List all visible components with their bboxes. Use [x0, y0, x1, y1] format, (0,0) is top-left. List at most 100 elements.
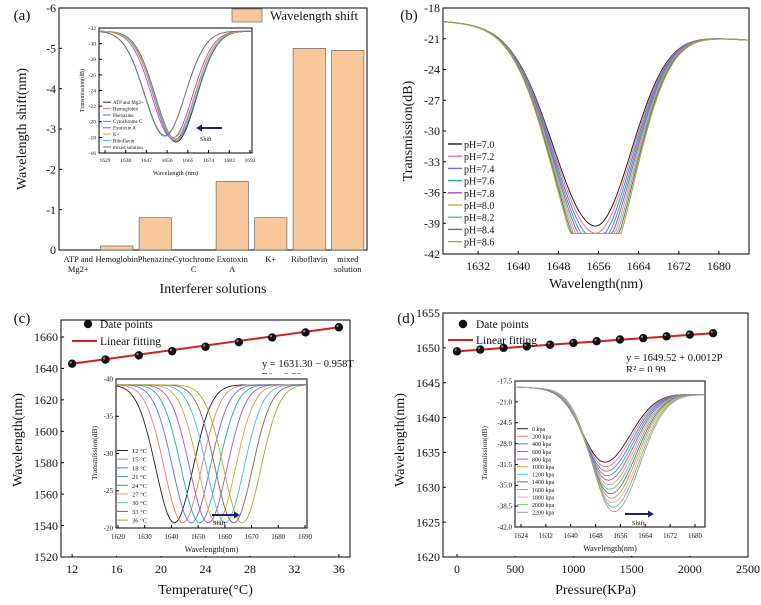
- panel-c-shift-arrowhead: [234, 511, 240, 519]
- panel-a-inset-ytick-label: -28: [89, 57, 97, 63]
- panel-d-legend-point: [458, 319, 468, 329]
- panel-a-inset-curve: [98, 30, 252, 136]
- panel-d-shift-arrowhead: [648, 510, 654, 518]
- panel-c-inset-ytick-label: -40: [104, 375, 114, 383]
- panel-b-xlabel: Wavelength(nm): [549, 277, 643, 292]
- panel-b-legend-label: pH=8.2: [464, 213, 494, 224]
- panel-a-bar: [254, 217, 288, 251]
- panel-a-bar: [215, 181, 249, 251]
- panel-d-inset-frame: [514, 380, 706, 528]
- panel-a-inset-xtick-label: 1629: [100, 158, 111, 164]
- panel-d-xlabel: Pressure(KPa): [555, 583, 636, 598]
- panel-a-bar: [138, 217, 172, 251]
- panel-b-ytick-label: -36: [424, 186, 440, 200]
- panel-d-data-point: [452, 347, 462, 356]
- panel-a-legend-label: Wavelength shift: [270, 8, 359, 23]
- panel-c-xtick-label: 12: [66, 562, 78, 576]
- panel-d-data-point-highlight: [477, 347, 481, 350]
- panel-a-category-label: Riboflavin: [291, 254, 328, 264]
- panel-d-inset-ytick-label: -42.0: [497, 523, 512, 531]
- panel-c-xtick-label: 28: [244, 562, 256, 576]
- panel-d-data-point-highlight: [617, 336, 620, 340]
- panel-a-inset-xtick-label: 1665: [182, 158, 193, 164]
- panel-b-legend-label: pH=7.0: [464, 140, 494, 151]
- panel-c-data-point-highlight: [169, 348, 173, 352]
- panel-b-ytick-label: -42: [424, 247, 440, 261]
- panel-b-ytick-label: -21: [424, 32, 440, 46]
- panel-a-bar: [100, 245, 134, 251]
- panel-a-category-label: Exotoxin: [217, 254, 249, 264]
- panel-b-xtick-label: 1672: [667, 259, 691, 273]
- panel-c-inset-xtick-label: 1670: [245, 533, 260, 541]
- panel-d-inset-legend-label: 2200 kpa: [532, 511, 555, 517]
- panel-d-data-point-highlight: [664, 333, 667, 337]
- panel-a-inset-ytick-label: -32: [89, 26, 97, 32]
- panel-d-ytick-label: 1630: [416, 480, 440, 494]
- panel-d-inset-xtick-label: 1680: [688, 532, 703, 540]
- panel-d-xtick-label: 2500: [736, 562, 760, 576]
- panel-b-ytick-label: -27: [424, 93, 440, 107]
- panel-d-inset-legend-label: 800 kpa: [532, 457, 552, 463]
- panel-c-ytick-label: 1560: [34, 487, 58, 501]
- panel-c-data-point: [67, 359, 77, 368]
- panel-d-ytick-label: 1640: [416, 411, 440, 425]
- panel-c-ytick-label: 1620: [34, 393, 58, 407]
- panel-c-xtick-label: 36: [333, 562, 345, 576]
- panel-d-inset-ytick-label: -24.5: [497, 419, 512, 427]
- panel-d-inset-xlabel: Wavelength(nm): [583, 544, 637, 553]
- panel-d-xtick-label: 500: [506, 562, 524, 576]
- panel-b-xtick-label: 1648: [546, 259, 570, 273]
- panel-c-inset-xlabel: Wavelength(nm): [185, 545, 239, 554]
- panel-a-category-label: mixed: [337, 254, 359, 264]
- panel-a-inset-ytick-label: -18: [89, 135, 97, 141]
- panel-c-inset-legend-label: 15 °C: [132, 457, 147, 464]
- panel-d-inset-xtick-label: 1624: [514, 532, 529, 540]
- panel-d-frame: [442, 312, 749, 558]
- panel-a-inset-legend-label: Exotoxin A: [113, 127, 136, 132]
- panel-c-legend-fit-label: Linear fitting: [100, 336, 161, 348]
- panel-d-equation: y = 1649.52 + 0.0012P: [626, 353, 723, 364]
- panel-d-inset-ytick-label: -31.5: [497, 461, 512, 469]
- panel-c-ytick-label: 1660: [34, 330, 58, 344]
- panel-d-data-point: [685, 330, 694, 339]
- panel-d-inset-legend-label: 1000 kpa: [532, 465, 555, 471]
- panel-a-category-label: solution: [334, 264, 362, 274]
- panel-d-ytick-label: 1645: [416, 376, 440, 390]
- panel-c-data-point: [334, 323, 344, 332]
- panel-d-data-point-highlight: [594, 338, 597, 342]
- panel-c-ytick-label: 1640: [34, 362, 58, 376]
- panel-a-inset-legend-label: ATP and Mg2+: [113, 101, 144, 106]
- panel-d-shift-label: Shift: [632, 520, 645, 527]
- panel-c-legend-point: [83, 319, 93, 329]
- panel-d-inset-legend-label: 400 kpa: [532, 442, 552, 448]
- panel-c-inset-xtick-label: 1620: [111, 533, 126, 541]
- panel-c-ylabel: Wavelength(nm): [11, 393, 26, 487]
- panel-c-inset: -20 -25 -30 -35 -40 1620 1630 1640 1650 1660 1670 1…: [84, 374, 313, 556]
- panel-a-ytick-label: -2: [46, 163, 56, 177]
- panel-a-inset-xlabel: Wavelength (nm): [153, 170, 198, 177]
- panel-d-inset-legend-label: 1400 kpa: [532, 480, 555, 486]
- panel-c-data-point-highlight: [136, 352, 139, 356]
- panel-d-xtick-label: 2000: [678, 562, 702, 576]
- panel-a-inset-legend-label: Hemoglobin: [113, 107, 138, 112]
- panel-d-inset-legend-label: 600 kpa: [532, 450, 552, 456]
- panel-a-category-label: C: [191, 264, 197, 274]
- panel-d-inset-xtick-label: 1632: [539, 532, 554, 540]
- panel-d-xtick-label: 0: [454, 562, 460, 576]
- panel-a-category-label: K+: [265, 254, 276, 264]
- panel-c-inset-legend-label: 24 °C: [132, 483, 147, 490]
- panel-c-xlabel: Temperature(°C): [158, 583, 253, 598]
- panel-c-legend-points-label: Date points: [100, 319, 153, 331]
- panel-a-inset-curve: [98, 30, 252, 138]
- panel-c-data-point: [267, 333, 277, 342]
- panel-b-legend-label: pH=8.6: [464, 238, 494, 249]
- panel-a-shift-arrowhead: [196, 124, 202, 132]
- panel-a-inset-xtick-label: 1656: [162, 158, 173, 164]
- panel-d-data-point-highlight: [524, 343, 527, 347]
- panel-c-inset-ylabel: Transmission(dB): [90, 426, 99, 480]
- panel-d-data-point: [592, 337, 601, 346]
- panel-b-ytick-label: -24: [424, 63, 440, 77]
- panel-a-ytick-label: -6: [46, 1, 56, 15]
- panel-c-xtick-label: 20: [155, 562, 167, 576]
